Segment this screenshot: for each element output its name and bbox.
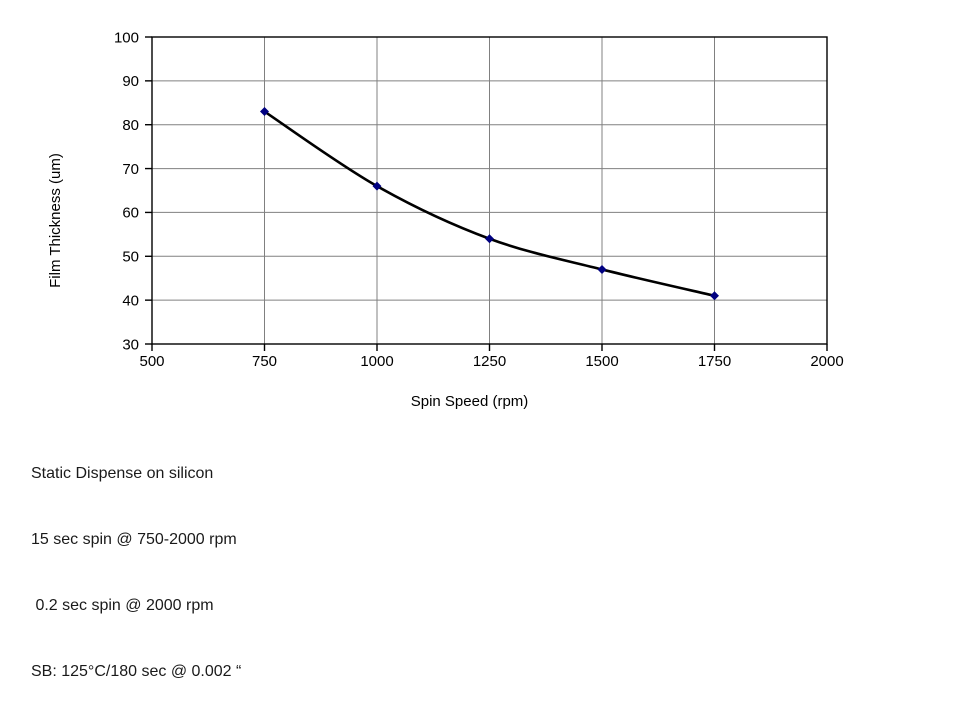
x-axis-title: Spin Speed (rpm) <box>411 393 529 410</box>
x-tick-label: 1000 <box>360 353 393 370</box>
data-point-marker <box>597 264 607 274</box>
y-tick-label: 100 <box>114 29 139 46</box>
x-tick-label: 500 <box>139 353 164 370</box>
x-tick-label: 1500 <box>585 353 618 370</box>
data-point-marker <box>710 291 719 301</box>
data-point-marker <box>485 234 494 244</box>
y-tick-label: 50 <box>122 249 139 266</box>
x-tick-label: 1750 <box>698 353 731 370</box>
x-tick-label: 1250 <box>473 353 506 370</box>
y-tick-label: 70 <box>122 161 139 178</box>
x-tick-label: 2000 <box>810 353 843 370</box>
note-line-spin-time: 15 sec spin @ 750-2000 rpm <box>31 531 237 548</box>
data-point-marker <box>260 107 269 117</box>
x-tick-label: 750 <box>252 353 277 370</box>
spin-speed-chart: 30 40 50 60 70 80 90 100 500 750 1000 1250 1500 1750 2… <box>47 29 844 410</box>
page: 30 40 50 60 70 80 90 100 500 750 1000 1250 1500 1750 2… <box>31 29 844 680</box>
y-tick-label: 60 <box>122 205 139 222</box>
y-tick-label: 40 <box>122 292 139 309</box>
y-tick-label: 90 <box>122 73 139 90</box>
y-axis-title: Film Thickness (um) <box>47 153 64 288</box>
process-notes: Static Dispense on silicon 15 sec spin @… <box>31 419 241 727</box>
y-tick-label: 80 <box>122 117 139 134</box>
note-line-static-dispense: Static Dispense on silicon <box>31 465 214 482</box>
note-line-spin-ramp: 0.2 sec spin @ 2000 rpm <box>31 597 214 614</box>
chart-svg: 30 40 50 60 70 80 90 100 500 750 1000 1250 1500 1750 2… <box>47 29 844 410</box>
data-point-marker <box>372 181 382 191</box>
y-tick-label: 30 <box>122 336 139 353</box>
note-line-softbake: SB: 125°C/180 sec @ 0.002 “ <box>31 663 242 680</box>
